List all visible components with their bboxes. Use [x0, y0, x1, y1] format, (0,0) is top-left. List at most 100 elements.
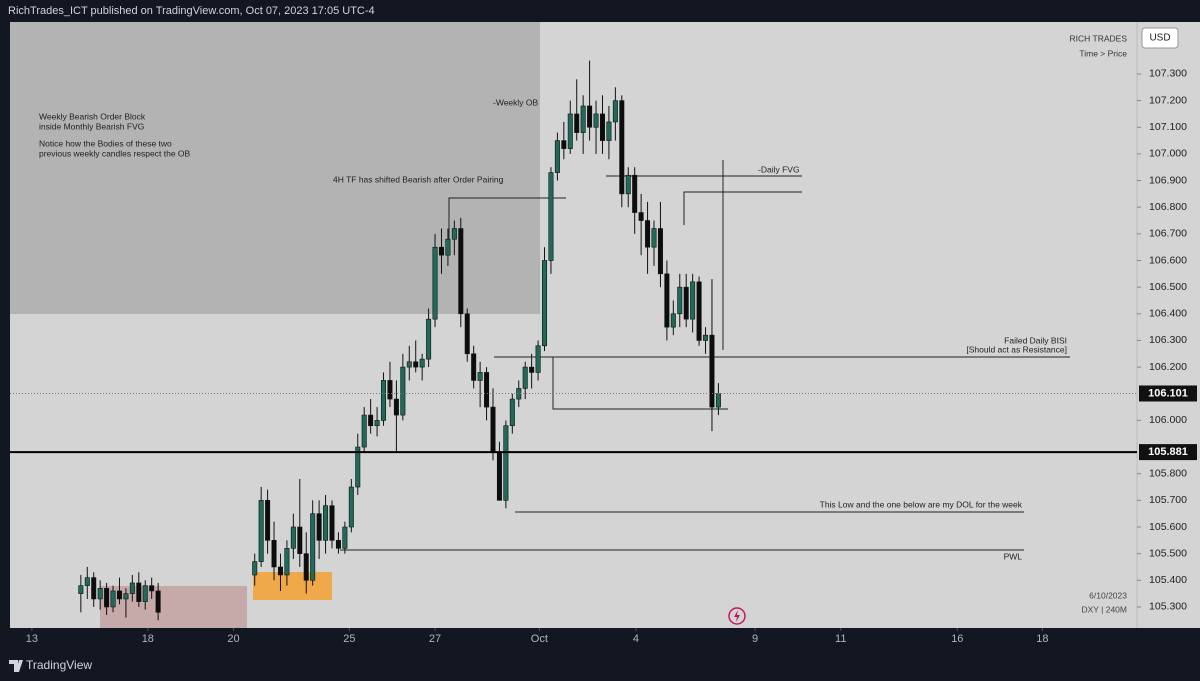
- y-tick-label: 107.000: [1149, 148, 1187, 160]
- candle-body: [78, 585, 84, 594]
- annotation: -Daily FVG: [758, 164, 800, 174]
- pink-zone: [100, 586, 247, 628]
- hline-box: [1139, 444, 1197, 461]
- candle-body: [580, 105, 586, 133]
- candle-body: [303, 553, 309, 581]
- date-stamp: 6/10/2023: [1089, 590, 1127, 600]
- candle-body: [458, 228, 464, 315]
- y-tick-label: 106.200: [1149, 361, 1187, 373]
- currency[interactable]: USD: [1149, 33, 1170, 44]
- y-tick-label: 106.900: [1149, 174, 1187, 186]
- y-tick-label: 107.300: [1149, 68, 1187, 80]
- shift-line: [448, 197, 566, 250]
- annotation: previous weekly candles respect the OB: [39, 148, 191, 158]
- candle-body: [490, 406, 496, 453]
- candle-body: [84, 577, 90, 586]
- candle-body: [368, 414, 374, 427]
- candle-body: [413, 361, 419, 368]
- candle-body: [535, 345, 541, 373]
- candle-body: [464, 313, 470, 355]
- bisi-lines: [494, 356, 1070, 410]
- candle-body: [406, 361, 412, 368]
- candle-body: [310, 513, 316, 581]
- candle-body: [136, 582, 142, 602]
- candle-body: [355, 446, 361, 488]
- candle-body: [593, 113, 599, 128]
- x-tick-label: 27: [429, 633, 441, 645]
- candle-body: [329, 505, 335, 541]
- candle-body: [574, 113, 580, 133]
- candle-body: [277, 566, 283, 576]
- event-bolt: [734, 610, 740, 622]
- candle-body: [297, 526, 303, 554]
- y-tick-label: 105.300: [1149, 601, 1187, 613]
- candle-body: [142, 585, 148, 602]
- x-tick-label: 18: [142, 633, 154, 645]
- candle-body: [503, 425, 509, 501]
- candle-body: [587, 105, 593, 128]
- orange-zone: [253, 572, 332, 600]
- candle-body: [664, 273, 670, 328]
- candle-body: [97, 587, 103, 600]
- y-tick-label: 106.800: [1149, 201, 1187, 213]
- candle-body: [387, 380, 393, 400]
- x-tick-label: 16: [951, 633, 963, 645]
- candle-body: [323, 505, 329, 541]
- candle-body: [451, 228, 457, 240]
- y-tick-label: 106.000: [1149, 414, 1187, 426]
- candle-body: [529, 366, 535, 373]
- candle-body: [632, 174, 638, 213]
- candle-body: [104, 587, 110, 608]
- hline-label: 105.881: [1148, 446, 1188, 458]
- candle-body: [91, 577, 97, 600]
- event-icon[interactable]: [728, 607, 746, 625]
- candle-body: [619, 100, 625, 195]
- candle-body: [690, 281, 696, 320]
- currency-button[interactable]: [1141, 27, 1179, 49]
- y-tick-label: 105.600: [1149, 521, 1187, 533]
- candle-body: [612, 100, 618, 123]
- last-price-label: 106.101: [1148, 387, 1188, 399]
- x-tick-label: 20: [227, 633, 239, 645]
- candle-body: [284, 548, 290, 576]
- candle-body: [548, 172, 554, 261]
- tv-logo: [9, 660, 23, 672]
- y-tick-label: 107.100: [1149, 121, 1187, 133]
- candle-body: [129, 582, 135, 594]
- annotation: -Weekly OB: [493, 97, 539, 107]
- candle-body: [471, 353, 477, 381]
- candle-body: [561, 140, 567, 149]
- annotation: Notice how the Bodies of these two: [39, 138, 172, 148]
- annotation: inside Monthly Bearish FVG: [39, 121, 144, 131]
- annotation: [Should act as Resistance]: [966, 344, 1067, 354]
- candle-body: [606, 121, 612, 141]
- annotation: Failed Daily BISI: [1004, 335, 1067, 345]
- y-tick-label: 106.700: [1149, 228, 1187, 240]
- candle-body: [361, 414, 367, 448]
- candle-body: [393, 398, 399, 416]
- candle-body: [438, 246, 444, 256]
- candle-body: [265, 500, 271, 541]
- brand: RICH TRADES: [1070, 33, 1128, 43]
- candle-body: [677, 286, 683, 315]
- y-tick-label: 106.500: [1149, 281, 1187, 293]
- candle-body: [554, 140, 560, 173]
- candle-body: [335, 540, 341, 549]
- x-tick-label: 18: [1036, 633, 1048, 645]
- candle-body: [155, 590, 161, 613]
- candle-body: [522, 366, 528, 389]
- candle-body: [599, 113, 605, 141]
- y-tick-label: 105.800: [1149, 467, 1187, 479]
- candle-body: [651, 228, 657, 248]
- candle-body: [670, 313, 676, 328]
- candle-body: [477, 372, 483, 381]
- drawings: [340, 160, 1070, 551]
- weekly-ob-zone: [10, 22, 540, 314]
- candle-body: [703, 334, 709, 341]
- annotation: 4H TF has shifted Bearish after Order Pa…: [333, 174, 504, 184]
- annotation: This Low and the one below are my DOL fo…: [820, 499, 1023, 509]
- annotation: Weekly Bearish Order Block: [39, 111, 146, 121]
- candle-body: [709, 334, 715, 408]
